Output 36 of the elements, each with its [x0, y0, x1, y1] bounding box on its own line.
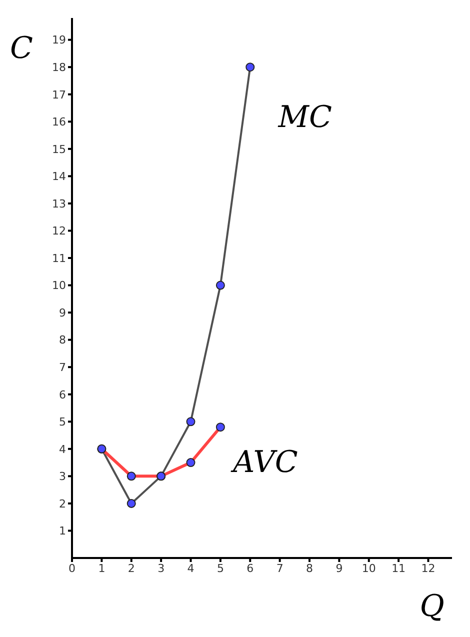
x-tick-label: 2 [128, 562, 135, 575]
x-tick-label: 8 [306, 562, 313, 575]
x-tick-label: 0 [68, 562, 76, 575]
y-tick-label: 7 [59, 360, 66, 374]
y-tick-label: 19 [52, 34, 66, 47]
x-tick-label: 4 [187, 562, 194, 575]
y-tick-label: 3 [59, 470, 66, 484]
y-tick-label: 9 [59, 306, 66, 320]
y-tick-label: 5 [59, 416, 66, 429]
x-tick-label: 7 [276, 562, 284, 575]
x-tick-label: 1 [98, 562, 106, 575]
x-tick-label: 9 [336, 562, 343, 575]
x-axis-title: Q [420, 589, 444, 624]
series-label: AVC [230, 445, 298, 480]
y-tick-label: 6 [59, 388, 66, 402]
x-tick-label: 3 [158, 562, 165, 575]
x-tick-label: 10 [362, 562, 376, 575]
y-tick-label: 16 [52, 116, 66, 129]
y-tick-label: 4 [59, 442, 66, 456]
y-tick-label: 2 [59, 497, 66, 510]
y-tick-label: 17 [52, 88, 66, 102]
y-tick-label: 13 [52, 197, 66, 210]
x-tick-label: 6 [246, 562, 254, 575]
y-tick-label: 14 [52, 170, 66, 184]
y-tick-label: 15 [52, 142, 66, 156]
x-tick-label: 12 [421, 562, 436, 575]
x-tick-label: 5 [216, 562, 224, 575]
y-tick-label: 8 [59, 334, 66, 347]
series-label: MC [277, 100, 332, 136]
y-tick-label: 10 [52, 279, 66, 292]
y-axis-title: C [10, 31, 33, 66]
y-tick-label: 12 [52, 224, 66, 238]
y-tick-label: 11 [52, 252, 66, 265]
y-tick-label: 1 [59, 524, 66, 538]
x-tick-label: 11 [392, 562, 406, 575]
y-tick-label: 18 [52, 60, 66, 74]
